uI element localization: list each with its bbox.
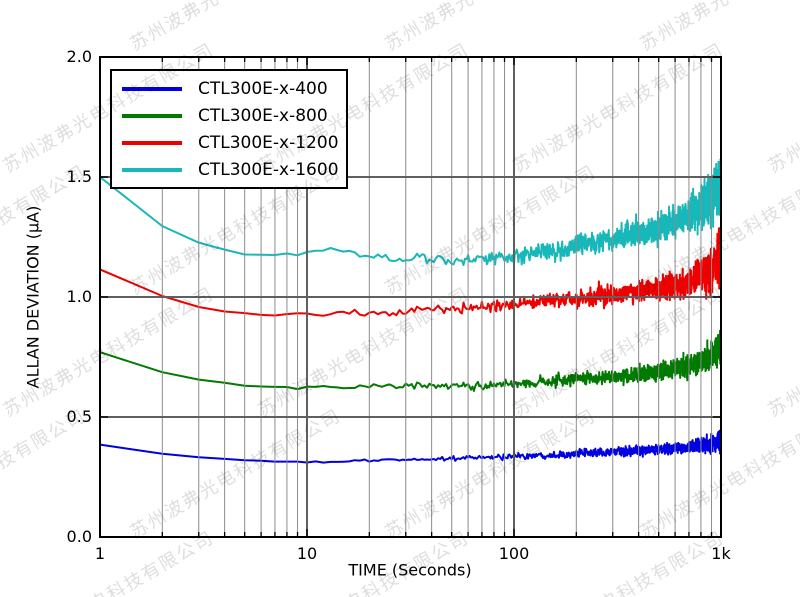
legend-series-label: CTL300E-x-1200 bbox=[198, 132, 339, 153]
legend-series-label: CTL300E-x-400 bbox=[198, 78, 328, 99]
axes-spines bbox=[99, 56, 722, 538]
y-tick-label-0.5: 0.5 bbox=[66, 407, 92, 426]
x-tick-label-100: 100 bbox=[498, 544, 530, 563]
x-tick-label-10: 10 bbox=[296, 544, 318, 563]
y-axis-label: ALLAN DEVIATION (μA) bbox=[23, 205, 43, 389]
x-tick-label-1k: 1k bbox=[711, 544, 731, 563]
legend-item-CTL300E-x-1600: CTL300E-x-1600 bbox=[122, 159, 339, 180]
legend-swatch-line bbox=[122, 113, 182, 118]
y-tick-label-2.0: 2.0 bbox=[66, 47, 92, 66]
legend: CTL300E-x-400 CTL300E-x-800 CTL300E-x-1200… bbox=[110, 69, 348, 189]
x-axis-label: TIME (Seconds) bbox=[348, 560, 472, 580]
series-line-CTL300E-x-400 bbox=[99, 429, 722, 464]
y-tick-label-0.0: 0.0 bbox=[66, 527, 92, 546]
legend-swatch-line bbox=[122, 140, 182, 145]
y-tick-label-1.5: 1.5 bbox=[66, 167, 92, 186]
legend-series-label: CTL300E-x-800 bbox=[198, 105, 328, 126]
x-tick-label-1: 1 bbox=[94, 544, 106, 563]
legend-swatch-line bbox=[122, 86, 182, 91]
legend-item-CTL300E-x-1200: CTL300E-x-1200 bbox=[122, 132, 339, 153]
legend-item-CTL300E-x-800: CTL300E-x-800 bbox=[122, 106, 336, 126]
series-line-CTL300E-x-800 bbox=[99, 329, 722, 392]
legend-swatch-line bbox=[122, 167, 182, 172]
legend-series-label: CTL300E-x-1600 bbox=[198, 159, 339, 180]
y-tick-label-1.0: 1.0 bbox=[66, 287, 92, 306]
legend-item-CTL300E-x-400: CTL300E-x-400 bbox=[122, 79, 336, 99]
